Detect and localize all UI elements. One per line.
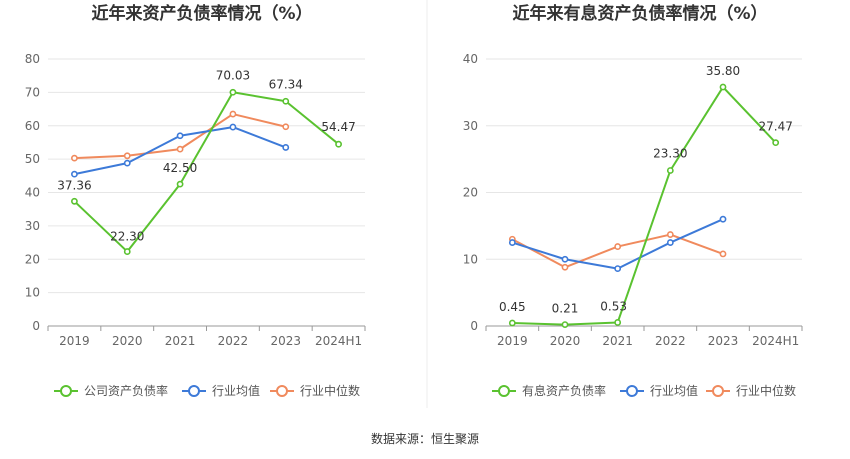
data-point [71, 170, 78, 178]
data-point [614, 319, 622, 326]
data-point [719, 215, 727, 223]
x-tick-label: 2019 [59, 334, 90, 348]
y-tick-label: 70 [25, 85, 40, 99]
y-tick-label: 60 [25, 119, 40, 133]
y-tick-label: 20 [25, 252, 40, 266]
data-label: 0.21 [552, 302, 579, 316]
source-note: 数据来源：恒生聚源 [371, 431, 479, 446]
y-tick-label: 20 [463, 186, 478, 200]
x-tick-label: 2024H1 [315, 334, 362, 348]
y-tick-label: 0 [470, 319, 478, 333]
y-tick-label: 30 [463, 119, 478, 133]
y-tick-label: 80 [25, 52, 40, 66]
legend-item-2: 行业均值 [620, 383, 698, 398]
data-point [561, 255, 569, 263]
x-tick-label: 2024H1 [752, 334, 799, 348]
data-label: 23.30 [653, 146, 687, 160]
chart-panel-2: 近年来有息资产负债率情况（%） 0 10 20 30 40 2019 2020 2021 2022… [463, 3, 803, 398]
y-tick-label: 30 [25, 219, 40, 233]
data-point [123, 152, 131, 160]
y-tick-label: 10 [463, 252, 478, 266]
x-tick-label: 2020 [550, 334, 581, 348]
legend-item-2: 行业均值 [182, 383, 260, 398]
series-line-3 [511, 233, 724, 269]
data-point [335, 140, 342, 148]
legend-label: 行业均值 [212, 383, 260, 398]
legend-label: 公司资产负债率 [84, 383, 168, 398]
series-line-1 [512, 86, 777, 326]
data-label: 22.30 [110, 230, 144, 244]
y-tick-label: 50 [25, 152, 40, 166]
data-point [666, 239, 674, 246]
legend-item-3: 行业中位数 [706, 383, 796, 398]
legend-swatch-marker [626, 385, 638, 397]
data-point [666, 231, 674, 238]
y-tick-label: 40 [463, 52, 478, 66]
data-label: 67.34 [269, 77, 303, 91]
data-point [561, 263, 569, 271]
data-point [614, 265, 622, 272]
data-point [176, 145, 184, 153]
legend-swatch-marker [60, 385, 72, 397]
x-tick-label: 2022 [218, 334, 249, 348]
legend-label: 行业中位数 [736, 383, 796, 398]
x-tick-label: 2020 [112, 334, 143, 348]
data-point [719, 83, 727, 91]
legend-swatch-marker [712, 385, 724, 397]
data-point [282, 123, 290, 131]
legend-swatch-marker [188, 385, 200, 397]
data-point [772, 139, 780, 147]
x-tick-label: 2021 [602, 334, 633, 348]
y-tick-label: 10 [25, 286, 40, 300]
data-point [508, 319, 516, 327]
data-label: 70.03 [216, 68, 250, 82]
data-label: 0.45 [499, 300, 526, 314]
x-tick-label: 2023 [708, 334, 739, 348]
data-point [123, 159, 131, 167]
data-label: 35.80 [706, 64, 740, 78]
x-tick-label: 2023 [270, 334, 301, 348]
data-point [229, 123, 237, 131]
data-label: 54.47 [321, 120, 355, 134]
data-point [229, 88, 237, 96]
data-point [282, 144, 290, 151]
data-point [229, 110, 237, 118]
data-point [282, 97, 290, 105]
legend-item-3: 行业中位数 [270, 383, 360, 398]
data-point [71, 154, 78, 162]
legend-item-1: 公司资产负债率 [54, 383, 168, 398]
y-tick-label: 0 [32, 319, 40, 333]
data-label: 0.53 [600, 299, 627, 313]
chart-panel-1: 近年来资产负债率情况（%） 0 10 20 30 40 50 60 70 80 2019 2020 20… [25, 3, 366, 398]
legend-label: 行业均值 [650, 383, 698, 398]
legend-swatch-marker [498, 385, 510, 397]
data-point [176, 180, 184, 188]
x-tick-label: 2021 [165, 334, 196, 348]
data-label: 42.50 [163, 161, 197, 175]
x-tick-label: 2019 [497, 334, 528, 348]
x-tick-label: 2022 [655, 334, 686, 348]
legend-swatch-marker [276, 385, 288, 397]
data-point [176, 132, 184, 140]
data-point [508, 239, 516, 246]
chart-title: 近年来资产负债率情况（%） [91, 3, 312, 24]
data-point [719, 250, 727, 258]
data-point [614, 243, 622, 250]
data-label: 27.47 [758, 120, 792, 134]
y-tick-label: 40 [25, 186, 40, 200]
legend-item-1: 有息资产负债率 [492, 383, 606, 398]
legend-label: 有息资产负债率 [522, 383, 606, 398]
data-point [561, 321, 569, 328]
data-point [123, 248, 131, 255]
chart-title: 近年来有息资产负债率情况（%） [512, 3, 767, 24]
data-point [666, 167, 674, 174]
legend-label: 行业中位数 [300, 383, 360, 398]
data-label: 37.36 [57, 178, 91, 192]
data-point [71, 197, 78, 205]
series-line-1 [73, 91, 340, 253]
